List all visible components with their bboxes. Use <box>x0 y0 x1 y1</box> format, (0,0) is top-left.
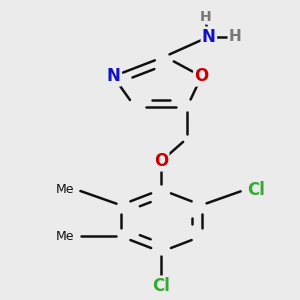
Text: H: H <box>200 10 211 24</box>
Text: Me: Me <box>56 183 74 196</box>
Text: Me: Me <box>56 230 74 243</box>
Text: Cl: Cl <box>248 181 266 199</box>
Text: O: O <box>154 152 168 170</box>
Text: Cl: Cl <box>152 277 170 295</box>
Text: N: N <box>106 68 120 85</box>
Text: N: N <box>202 28 216 46</box>
Text: O: O <box>194 68 209 85</box>
Text: H: H <box>228 29 241 44</box>
